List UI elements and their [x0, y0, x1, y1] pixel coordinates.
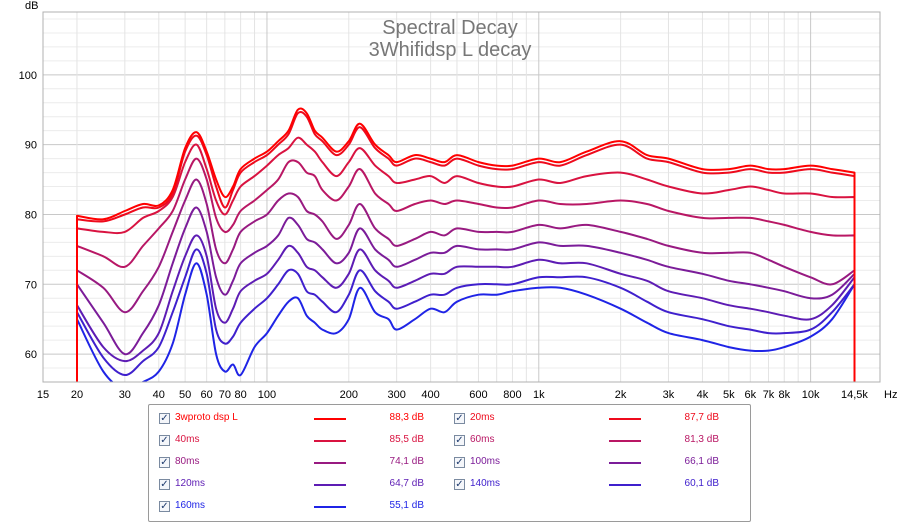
legend-swatch: [314, 462, 346, 464]
x-tick-label: 14,5k: [841, 389, 868, 401]
plot-background: [43, 12, 880, 382]
x-tick-label: 10k: [802, 389, 820, 401]
legend-item[interactable]: ✓ 120ms 64,7 dB: [149, 475, 449, 495]
y-tick-label: 90: [25, 140, 37, 152]
series-line: [76, 206, 856, 382]
legend-checkbox[interactable]: ✓: [159, 435, 170, 446]
legend-series-name: 100ms: [470, 456, 501, 467]
legend-item[interactable]: ✓ 140ms 60,1 dB: [444, 475, 744, 495]
x-tick-label: 6k: [744, 389, 756, 401]
x-tick-label: 7k: [763, 389, 775, 401]
legend-series-value: 60,1 dB: [684, 478, 719, 489]
legend-series-value: 85,5 dB: [389, 434, 424, 445]
x-axis-unit: Hz: [884, 389, 897, 401]
x-tick-label: 70: [219, 389, 231, 401]
legend-item[interactable]: ✓ 160ms 55,1 dB: [149, 497, 449, 517]
legend-series-name: 120ms: [175, 478, 206, 489]
x-tick-label: 4k: [697, 389, 709, 401]
x-tick-label: 15: [37, 389, 49, 401]
series-line: [76, 111, 856, 382]
y-tick-label: 100: [19, 70, 37, 82]
legend-swatch: [609, 462, 641, 464]
y-axis: 60 70 80 90 100: [19, 70, 37, 361]
legend-series-value: 66,1 dB: [684, 456, 719, 467]
x-tick-label: 200: [340, 389, 358, 401]
x-tick-label: 30: [119, 389, 131, 401]
series-line: [76, 107, 856, 382]
x-tick-label: 5k: [723, 389, 735, 401]
series-line: [76, 157, 856, 382]
legend-swatch: [314, 440, 346, 442]
legend-item[interactable]: ✓ 20ms 87,7 dB: [444, 409, 744, 429]
x-tick-label: 600: [469, 389, 487, 401]
legend-checkbox[interactable]: ✓: [159, 501, 170, 512]
series-line: [76, 234, 856, 382]
x-tick-label: 80: [234, 389, 246, 401]
legend-checkbox[interactable]: ✓: [454, 435, 465, 446]
series-lines: [76, 107, 856, 382]
legend-series-name: 3wproto dsp L: [175, 412, 238, 423]
legend: ✓ 3wproto dsp L 88,3 dB ✓ 20ms 87,7 dB ✓ 40ms 85…: [148, 404, 751, 522]
legend-series-name: 140ms: [470, 478, 501, 489]
legend-item[interactable]: ✓ 60ms 81,3 dB: [444, 431, 744, 451]
legend-series-name: 80ms: [175, 456, 200, 467]
plot-frame: [42, 11, 881, 383]
y-tick-label: 80: [25, 209, 37, 221]
legend-swatch: [609, 484, 641, 486]
x-tick-label: 50: [179, 389, 191, 401]
x-tick-label: 3k: [663, 389, 675, 401]
x-tick-label: 60: [201, 389, 213, 401]
x-tick-label: 20: [71, 389, 83, 401]
legend-swatch: [314, 506, 346, 508]
series-line: [76, 136, 856, 382]
x-tick-label: 2k: [615, 389, 627, 401]
legend-checkbox[interactable]: ✓: [454, 457, 465, 468]
legend-series-name: 60ms: [470, 434, 495, 445]
legend-item[interactable]: ✓ 40ms 85,5 dB: [149, 431, 449, 451]
x-tick-label: 100: [258, 389, 276, 401]
legend-series-name: 40ms: [175, 434, 200, 445]
y-axis-label: dB: [25, 0, 38, 12]
legend-swatch: [314, 418, 346, 420]
legend-series-name: 160ms: [175, 500, 206, 511]
legend-swatch: [609, 418, 641, 420]
y-tick-label: 60: [25, 349, 37, 361]
series-line: [76, 262, 856, 382]
series-line: [76, 248, 856, 382]
x-tick-label: 800: [503, 389, 521, 401]
legend-item[interactable]: ✓ 100ms 66,1 dB: [444, 453, 744, 473]
legend-checkbox[interactable]: ✓: [454, 479, 465, 490]
chart-title: Spectral Decay: [382, 17, 518, 39]
legend-swatch: [314, 484, 346, 486]
legend-series-value: 81,3 dB: [684, 434, 719, 445]
legend-series-value: 55,1 dB: [389, 500, 424, 511]
legend-series-name: 20ms: [470, 412, 495, 423]
legend-series-value: 88,3 dB: [389, 412, 424, 423]
legend-checkbox[interactable]: ✓: [454, 413, 465, 424]
series-line: [76, 178, 856, 382]
x-tick-label: 8k: [778, 389, 790, 401]
chart-subtitle: 3Whifidsp L decay: [369, 39, 532, 61]
legend-checkbox[interactable]: ✓: [159, 457, 170, 468]
y-tick-label: 70: [25, 279, 37, 291]
legend-item[interactable]: ✓ 80ms 74,1 dB: [149, 453, 449, 473]
legend-item[interactable]: ✓ 3wproto dsp L 88,3 dB: [149, 409, 449, 429]
legend-checkbox[interactable]: ✓: [159, 479, 170, 490]
legend-series-value: 74,1 dB: [389, 456, 424, 467]
legend-swatch: [609, 440, 641, 442]
x-tick-label: 40: [153, 389, 165, 401]
x-axis: 15 20 30 40 50 60 70 80 100 200 300 400 600 800 1k 2k 3k…: [37, 389, 869, 401]
legend-checkbox[interactable]: ✓: [159, 413, 170, 424]
x-tick-label: 1k: [533, 389, 545, 401]
legend-series-value: 64,7 dB: [389, 478, 424, 489]
x-tick-label: 400: [421, 389, 439, 401]
legend-series-value: 87,7 dB: [684, 412, 719, 423]
x-tick-label: 300: [387, 389, 405, 401]
